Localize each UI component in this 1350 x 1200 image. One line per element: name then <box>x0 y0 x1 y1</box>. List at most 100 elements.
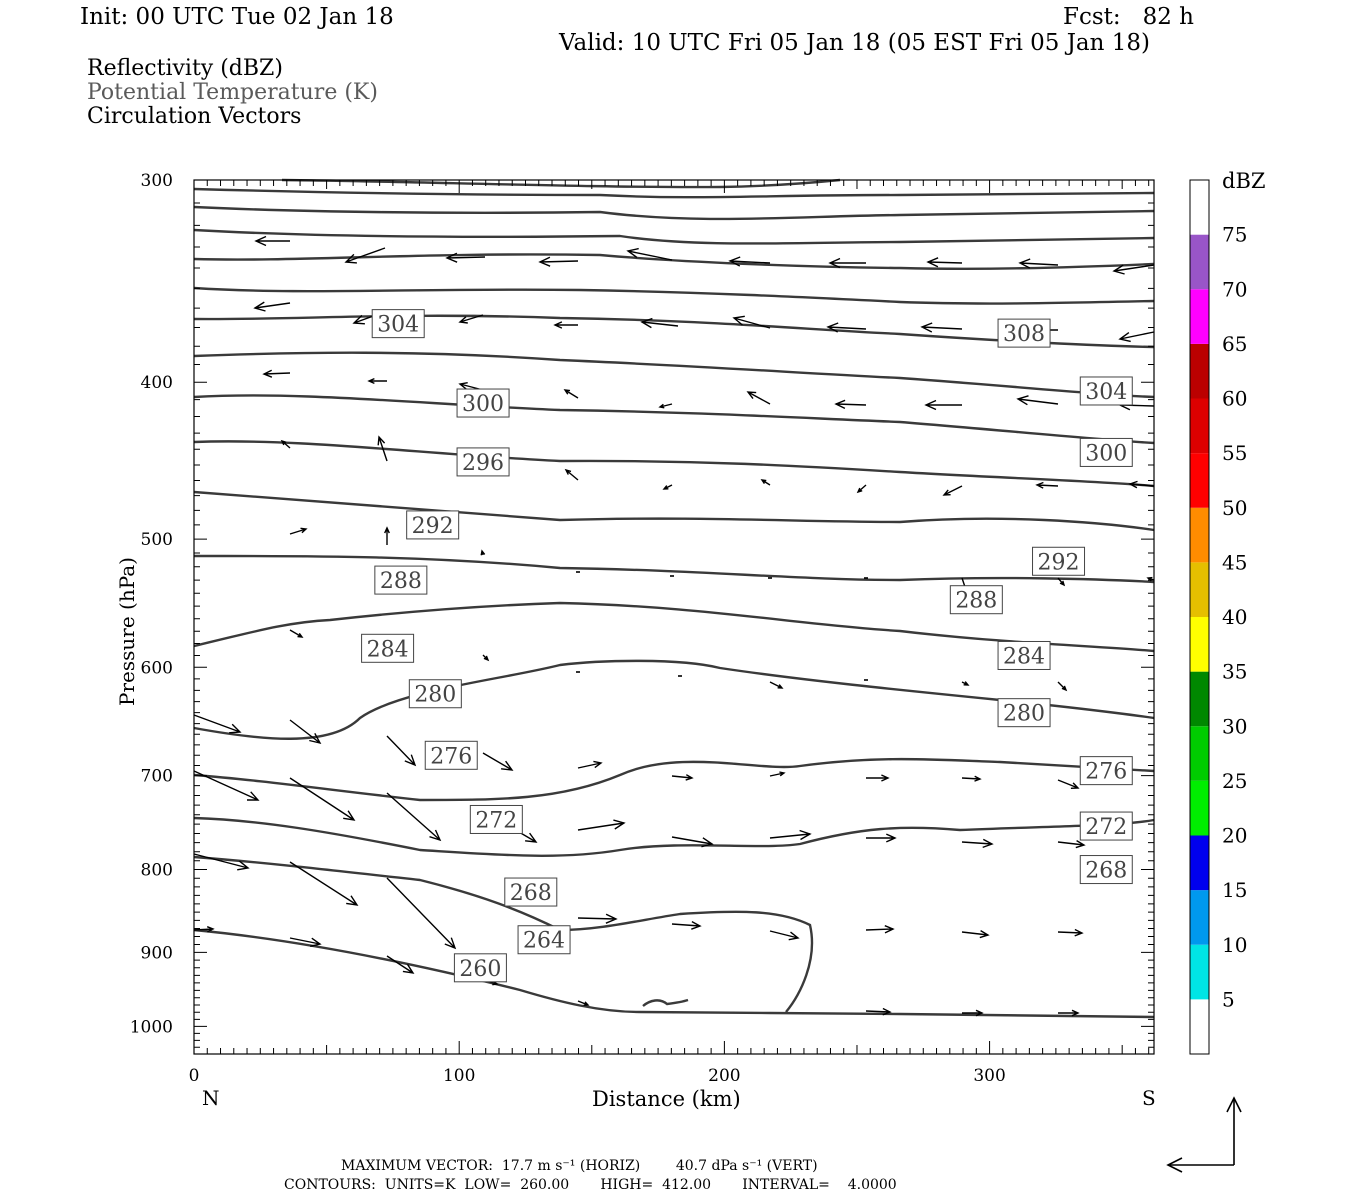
contour-label-box <box>949 585 1003 615</box>
vector-arrow <box>769 681 784 689</box>
y-tick-label: 400 <box>141 373 173 393</box>
contour-label: 260 <box>453 953 507 983</box>
contour-label: 288 <box>374 565 428 595</box>
contour-line <box>193 928 1155 1019</box>
vector-arrow <box>193 714 242 734</box>
tick-marks <box>193 179 1154 1055</box>
contour-label: 276 <box>424 740 478 770</box>
vector-arrow <box>834 399 867 410</box>
vector-arrow <box>769 930 800 941</box>
contour-label-text: 300 <box>1085 441 1127 466</box>
colorbar-level-label: 70 <box>1222 277 1247 301</box>
contour-label: 276 <box>1079 756 1133 786</box>
colorbar-level-label: 55 <box>1222 441 1247 465</box>
reference-vector-icon <box>1166 1096 1242 1173</box>
x-end-label-right: S <box>1142 1086 1156 1110</box>
vector-arrow <box>865 925 895 934</box>
vector-arrow <box>671 836 714 848</box>
field-reflectivity: Reflectivity (dBZ) <box>87 56 283 81</box>
vector-arrow <box>193 926 215 933</box>
contour-label-text: 292 <box>1038 550 1080 575</box>
contour-line <box>193 855 814 1013</box>
contour-label-box <box>997 640 1051 670</box>
vector-arrow <box>826 322 867 333</box>
vector-arrow <box>671 920 702 930</box>
contour-line <box>193 554 1155 584</box>
contour-line <box>281 178 841 189</box>
contour-label-box <box>371 309 425 339</box>
vector-arrow <box>746 391 771 405</box>
contour-label: 284 <box>361 633 415 663</box>
colorbar-level-label: 35 <box>1222 660 1247 684</box>
vector-arrow <box>577 1000 590 1006</box>
contour-line <box>193 490 1155 532</box>
axis-ticks <box>193 179 1154 1055</box>
x-end-label-left: N <box>202 1086 220 1110</box>
vector-arrow <box>563 389 579 399</box>
vector-arrow <box>865 1007 892 1016</box>
y-tick-label: 700 <box>141 767 173 787</box>
x-tick-label: 200 <box>708 1066 740 1086</box>
contour-label-text: 280 <box>1003 702 1045 727</box>
contour-label: 280 <box>408 679 462 709</box>
colorbar-level-label: 45 <box>1222 550 1247 574</box>
contour-label: 272 <box>1079 811 1133 841</box>
colorbar-band <box>1190 453 1209 508</box>
contour-label-text: 300 <box>462 392 504 417</box>
vector-arrow <box>280 439 291 449</box>
contour-label-text: 296 <box>462 451 504 476</box>
colorbar-band <box>1190 343 1209 399</box>
contour-label-box <box>1079 811 1133 841</box>
contour-line <box>193 205 1155 221</box>
vector-arrow <box>662 484 673 490</box>
contour-label-box <box>997 698 1051 728</box>
colorbar-band <box>1190 617 1209 672</box>
contour-line <box>193 351 1155 399</box>
theta-contours <box>193 178 1155 1019</box>
colorbar-band <box>1190 890 1209 945</box>
vector-arrow <box>564 468 579 481</box>
y-tick-label: 300 <box>141 171 173 191</box>
vector-arrow <box>289 777 356 821</box>
vector-arrow <box>626 247 673 261</box>
contour-line <box>193 286 1155 305</box>
colorbar-band <box>1190 671 1209 727</box>
init-time: Init: 00 UTC Tue 02 Jan 18 <box>80 4 394 30</box>
vector-arrow <box>1057 681 1068 692</box>
vector-arrow <box>828 257 866 269</box>
colorbar-band <box>1190 726 1209 781</box>
contour-label: 272 <box>469 804 523 834</box>
vector-arrow <box>866 774 890 782</box>
vector-arrow <box>728 256 771 267</box>
vector-arrow <box>384 526 390 545</box>
x-tick-label: 300 <box>973 1066 1005 1086</box>
vector-arrow <box>458 314 484 324</box>
colorbar: 5 10 15 20 25 30 35 40 45 50 55 60 65 70 75 <box>1189 179 1247 1055</box>
field-potential-temperature: Potential Temperature (K) <box>87 80 378 105</box>
contour-label-text: 260 <box>459 957 501 982</box>
vector-arrow <box>760 479 771 486</box>
vector-arrow <box>926 257 963 268</box>
colorbar-band <box>1190 944 1209 1000</box>
colorbar-band <box>1190 234 1209 290</box>
contour-label: 288 <box>949 585 1003 615</box>
contour-label-box <box>1032 546 1086 576</box>
contour-label-box <box>406 510 460 540</box>
contour-line <box>193 601 1155 653</box>
vector-arrow <box>445 252 486 263</box>
colorbar-level-label: 30 <box>1222 714 1247 738</box>
vector-arrow <box>658 403 673 409</box>
colorbar-frame <box>1189 179 1210 1055</box>
contour-line <box>193 187 1155 199</box>
colorbar-level-label: 25 <box>1222 769 1247 793</box>
contour-line <box>193 228 1155 245</box>
vector-arrow <box>193 853 250 871</box>
vector-arrow <box>962 1009 984 1017</box>
colorbar-band <box>1190 999 1209 1054</box>
vector-arrow <box>577 760 603 769</box>
vector-arrow <box>553 321 578 329</box>
vector-arrow <box>769 771 786 777</box>
vector-arrow <box>480 549 486 556</box>
vector-arrow <box>1035 481 1059 489</box>
